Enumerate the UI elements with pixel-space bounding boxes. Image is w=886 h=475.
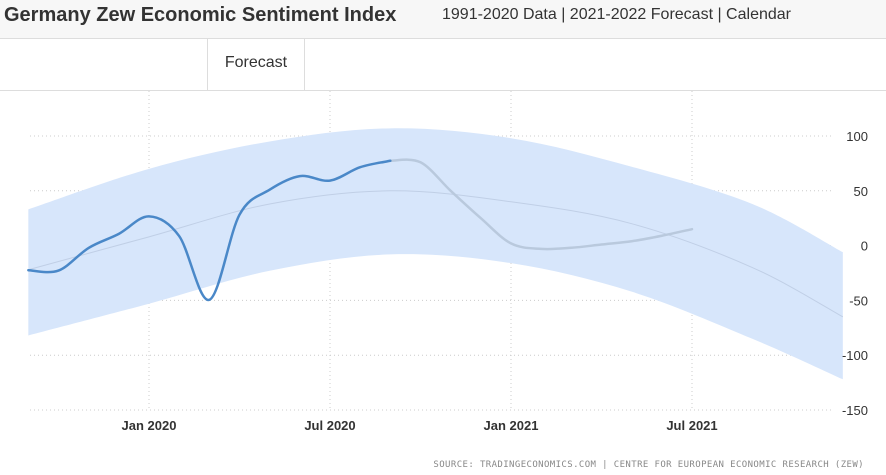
- x-tick-label: Jan 2020: [122, 418, 177, 433]
- tab-bar: Forecast: [0, 39, 886, 91]
- y-tick-label: -50: [849, 293, 868, 308]
- forecast-line: [389, 158, 694, 251]
- x-tick-label: Jul 2021: [666, 418, 717, 433]
- chart-area: 100 50 0 -50 -100 -150 Jan 2020 Jul 2020 Jan 202…: [0, 91, 886, 470]
- source-note: SOURCE: TRADINGECONOMICS.COM | CENTRE FO…: [433, 460, 864, 470]
- y-tick-label: -100: [842, 348, 868, 363]
- trend-line: [28, 190, 844, 318]
- y-tick-label: -150: [842, 403, 868, 418]
- y-tick-label: 0: [861, 239, 868, 254]
- forecast-chart: 100 50 0 -50 -100 -150 Jan 2020 Jul 2020 Jan 202…: [27, 91, 868, 433]
- page-subtitle[interactable]: 1991-2020 Data | 2021-2022 Forecast | Ca…: [442, 6, 791, 23]
- page-title: Germany Zew Economic Sentiment Index: [4, 4, 397, 26]
- actual-line: [27, 159, 392, 302]
- forecast-band: [28, 128, 843, 380]
- x-tick-label: Jan 2021: [484, 418, 539, 433]
- x-tick-label: Jul 2020: [304, 418, 355, 433]
- tab-forecast[interactable]: Forecast: [207, 39, 305, 90]
- page-header: Germany Zew Economic Sentiment Index 199…: [0, 0, 886, 39]
- y-tick-label: 50: [854, 184, 868, 199]
- y-tick-label: 100: [846, 129, 868, 144]
